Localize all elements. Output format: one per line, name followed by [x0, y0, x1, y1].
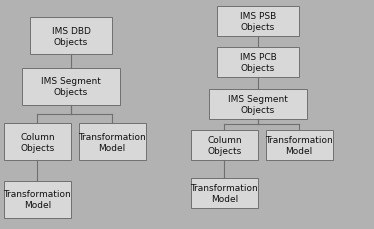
FancyBboxPatch shape	[209, 89, 307, 119]
Text: IMS PCB
Objects: IMS PCB Objects	[240, 53, 276, 73]
Text: Transformation
Model: Transformation Model	[3, 189, 71, 209]
Text: IMS PSB
Objects: IMS PSB Objects	[240, 12, 276, 32]
FancyBboxPatch shape	[79, 124, 146, 160]
Text: IMS Segment
Objects: IMS Segment Objects	[41, 77, 101, 97]
Text: Transformation
Model: Transformation Model	[78, 132, 146, 152]
FancyBboxPatch shape	[4, 181, 71, 218]
Text: Transformation
Model: Transformation Model	[265, 135, 333, 155]
Text: Column
Objects: Column Objects	[207, 135, 242, 155]
FancyBboxPatch shape	[217, 48, 299, 78]
FancyBboxPatch shape	[191, 179, 258, 208]
Text: IMS DBD
Objects: IMS DBD Objects	[52, 27, 91, 47]
Text: Column
Objects: Column Objects	[20, 132, 55, 152]
FancyBboxPatch shape	[266, 131, 333, 160]
FancyBboxPatch shape	[4, 124, 71, 160]
FancyBboxPatch shape	[191, 131, 258, 160]
FancyBboxPatch shape	[30, 18, 112, 55]
FancyBboxPatch shape	[22, 69, 120, 105]
Text: IMS Segment
Objects: IMS Segment Objects	[228, 94, 288, 114]
FancyBboxPatch shape	[217, 7, 299, 37]
Text: Transformation
Model: Transformation Model	[190, 183, 258, 204]
